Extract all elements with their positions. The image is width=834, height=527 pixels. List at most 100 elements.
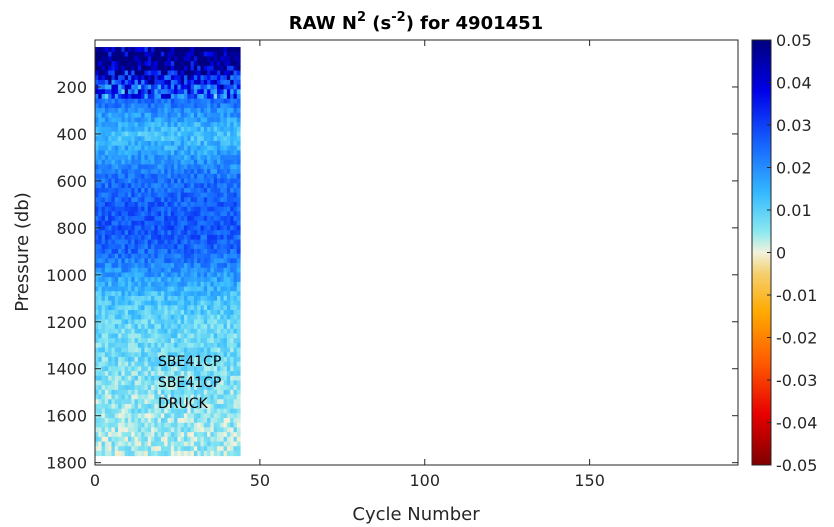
heatmap-cell	[151, 281, 155, 288]
heatmap-cell	[118, 131, 122, 137]
heatmap-cell	[177, 183, 182, 189]
heatmap-cell	[137, 277, 142, 283]
heatmap-cell	[164, 239, 169, 245]
heatmap-cell	[203, 338, 208, 344]
heatmap-cell	[160, 89, 165, 95]
heatmap-cell	[236, 389, 241, 396]
heatmap-cell	[101, 225, 106, 231]
heatmap-cell	[207, 75, 211, 81]
heatmap-cell	[210, 314, 215, 320]
heatmap-cell	[203, 112, 208, 118]
heatmap-cell	[210, 159, 215, 165]
heatmap-cell	[203, 328, 208, 335]
heatmap-cell	[223, 286, 228, 292]
heatmap-cell	[104, 418, 109, 424]
heatmap-cell	[151, 183, 155, 189]
heatmap-cell	[177, 187, 182, 194]
heatmap-cell	[170, 366, 175, 372]
heatmap-cell	[134, 79, 139, 86]
heatmap-cell	[226, 192, 231, 198]
heatmap-cell	[95, 126, 99, 133]
heatmap-cell	[233, 178, 238, 184]
heatmap-cell	[121, 150, 126, 156]
heatmap-cell	[184, 450, 188, 457]
heatmap-cell	[151, 239, 155, 245]
heatmap-cell	[124, 333, 129, 339]
heatmap-cell	[124, 248, 129, 255]
heatmap-cell	[213, 371, 218, 377]
heatmap-cell	[236, 131, 241, 137]
heatmap-cell	[174, 75, 178, 81]
heatmap-cell	[137, 356, 142, 363]
heatmap-cell	[121, 79, 126, 86]
heatmap-cell	[108, 342, 112, 349]
heatmap-cell	[184, 413, 188, 419]
heatmap-cell	[190, 441, 195, 447]
heatmap-cell	[157, 159, 162, 165]
heatmap-cell	[213, 394, 218, 400]
heatmap-cell	[177, 253, 182, 259]
heatmap-cell	[118, 211, 122, 217]
heatmap-cell	[131, 112, 136, 118]
heatmap-cell	[164, 103, 169, 109]
colorbar-tick-label: -0.02	[776, 329, 817, 348]
heatmap-cell	[118, 169, 122, 175]
heatmap-cell	[230, 70, 234, 76]
heatmap-cell	[124, 70, 129, 76]
heatmap-cell	[151, 75, 155, 81]
heatmap-cell	[134, 441, 139, 447]
heatmap-cell	[223, 324, 228, 330]
heatmap-cell	[160, 61, 165, 67]
heatmap-cell	[236, 291, 241, 297]
heatmap-cell	[180, 253, 185, 259]
heatmap-cell	[226, 375, 231, 381]
heatmap-cell	[121, 371, 126, 377]
heatmap-cell	[220, 84, 225, 90]
heatmap-cell	[223, 291, 228, 297]
heatmap-cell	[147, 314, 152, 320]
heatmap-cell	[95, 258, 99, 264]
heatmap-cell	[114, 253, 119, 259]
heatmap-cell	[174, 281, 178, 288]
heatmap-cell	[184, 164, 188, 170]
heatmap-cell	[207, 446, 211, 452]
heatmap-cell	[134, 291, 139, 297]
heatmap-cell	[220, 413, 225, 419]
heatmap-cell	[190, 164, 195, 170]
heatmap-cell	[108, 159, 112, 165]
heatmap-cell	[236, 352, 241, 358]
heatmap-cell	[217, 361, 221, 367]
heatmap-cell	[160, 385, 165, 391]
heatmap-cell	[101, 150, 106, 156]
heatmap-cell	[157, 258, 162, 264]
heatmap-cell	[131, 441, 136, 447]
heatmap-cell	[104, 136, 109, 142]
heatmap-cell	[137, 380, 142, 386]
heatmap-cell	[101, 187, 106, 194]
heatmap-cell	[108, 117, 112, 123]
heatmap-cell	[134, 98, 139, 104]
heatmap-cell	[141, 333, 145, 339]
heatmap-cell	[193, 234, 198, 241]
heatmap-cell	[164, 427, 169, 433]
heatmap-cell	[207, 202, 211, 208]
heatmap-cell	[230, 436, 234, 443]
heatmap-cell	[236, 183, 241, 189]
heatmap-cell	[121, 413, 126, 419]
heatmap-cell	[154, 436, 159, 443]
heatmap-cell	[226, 108, 231, 114]
heatmap-cell	[210, 187, 215, 194]
heatmap-cell	[197, 140, 202, 147]
heatmap-cell	[121, 183, 126, 189]
heatmap-cell	[167, 352, 172, 358]
heatmap-cell	[170, 206, 175, 212]
heatmap-cell	[207, 403, 211, 410]
heatmap-cell	[213, 84, 218, 90]
heatmap-cell	[127, 272, 132, 278]
heatmap-cell	[164, 164, 169, 170]
heatmap-cell	[187, 333, 192, 339]
heatmap-cell	[137, 47, 142, 53]
heatmap-cell	[131, 328, 136, 335]
heatmap-cell	[203, 178, 208, 184]
